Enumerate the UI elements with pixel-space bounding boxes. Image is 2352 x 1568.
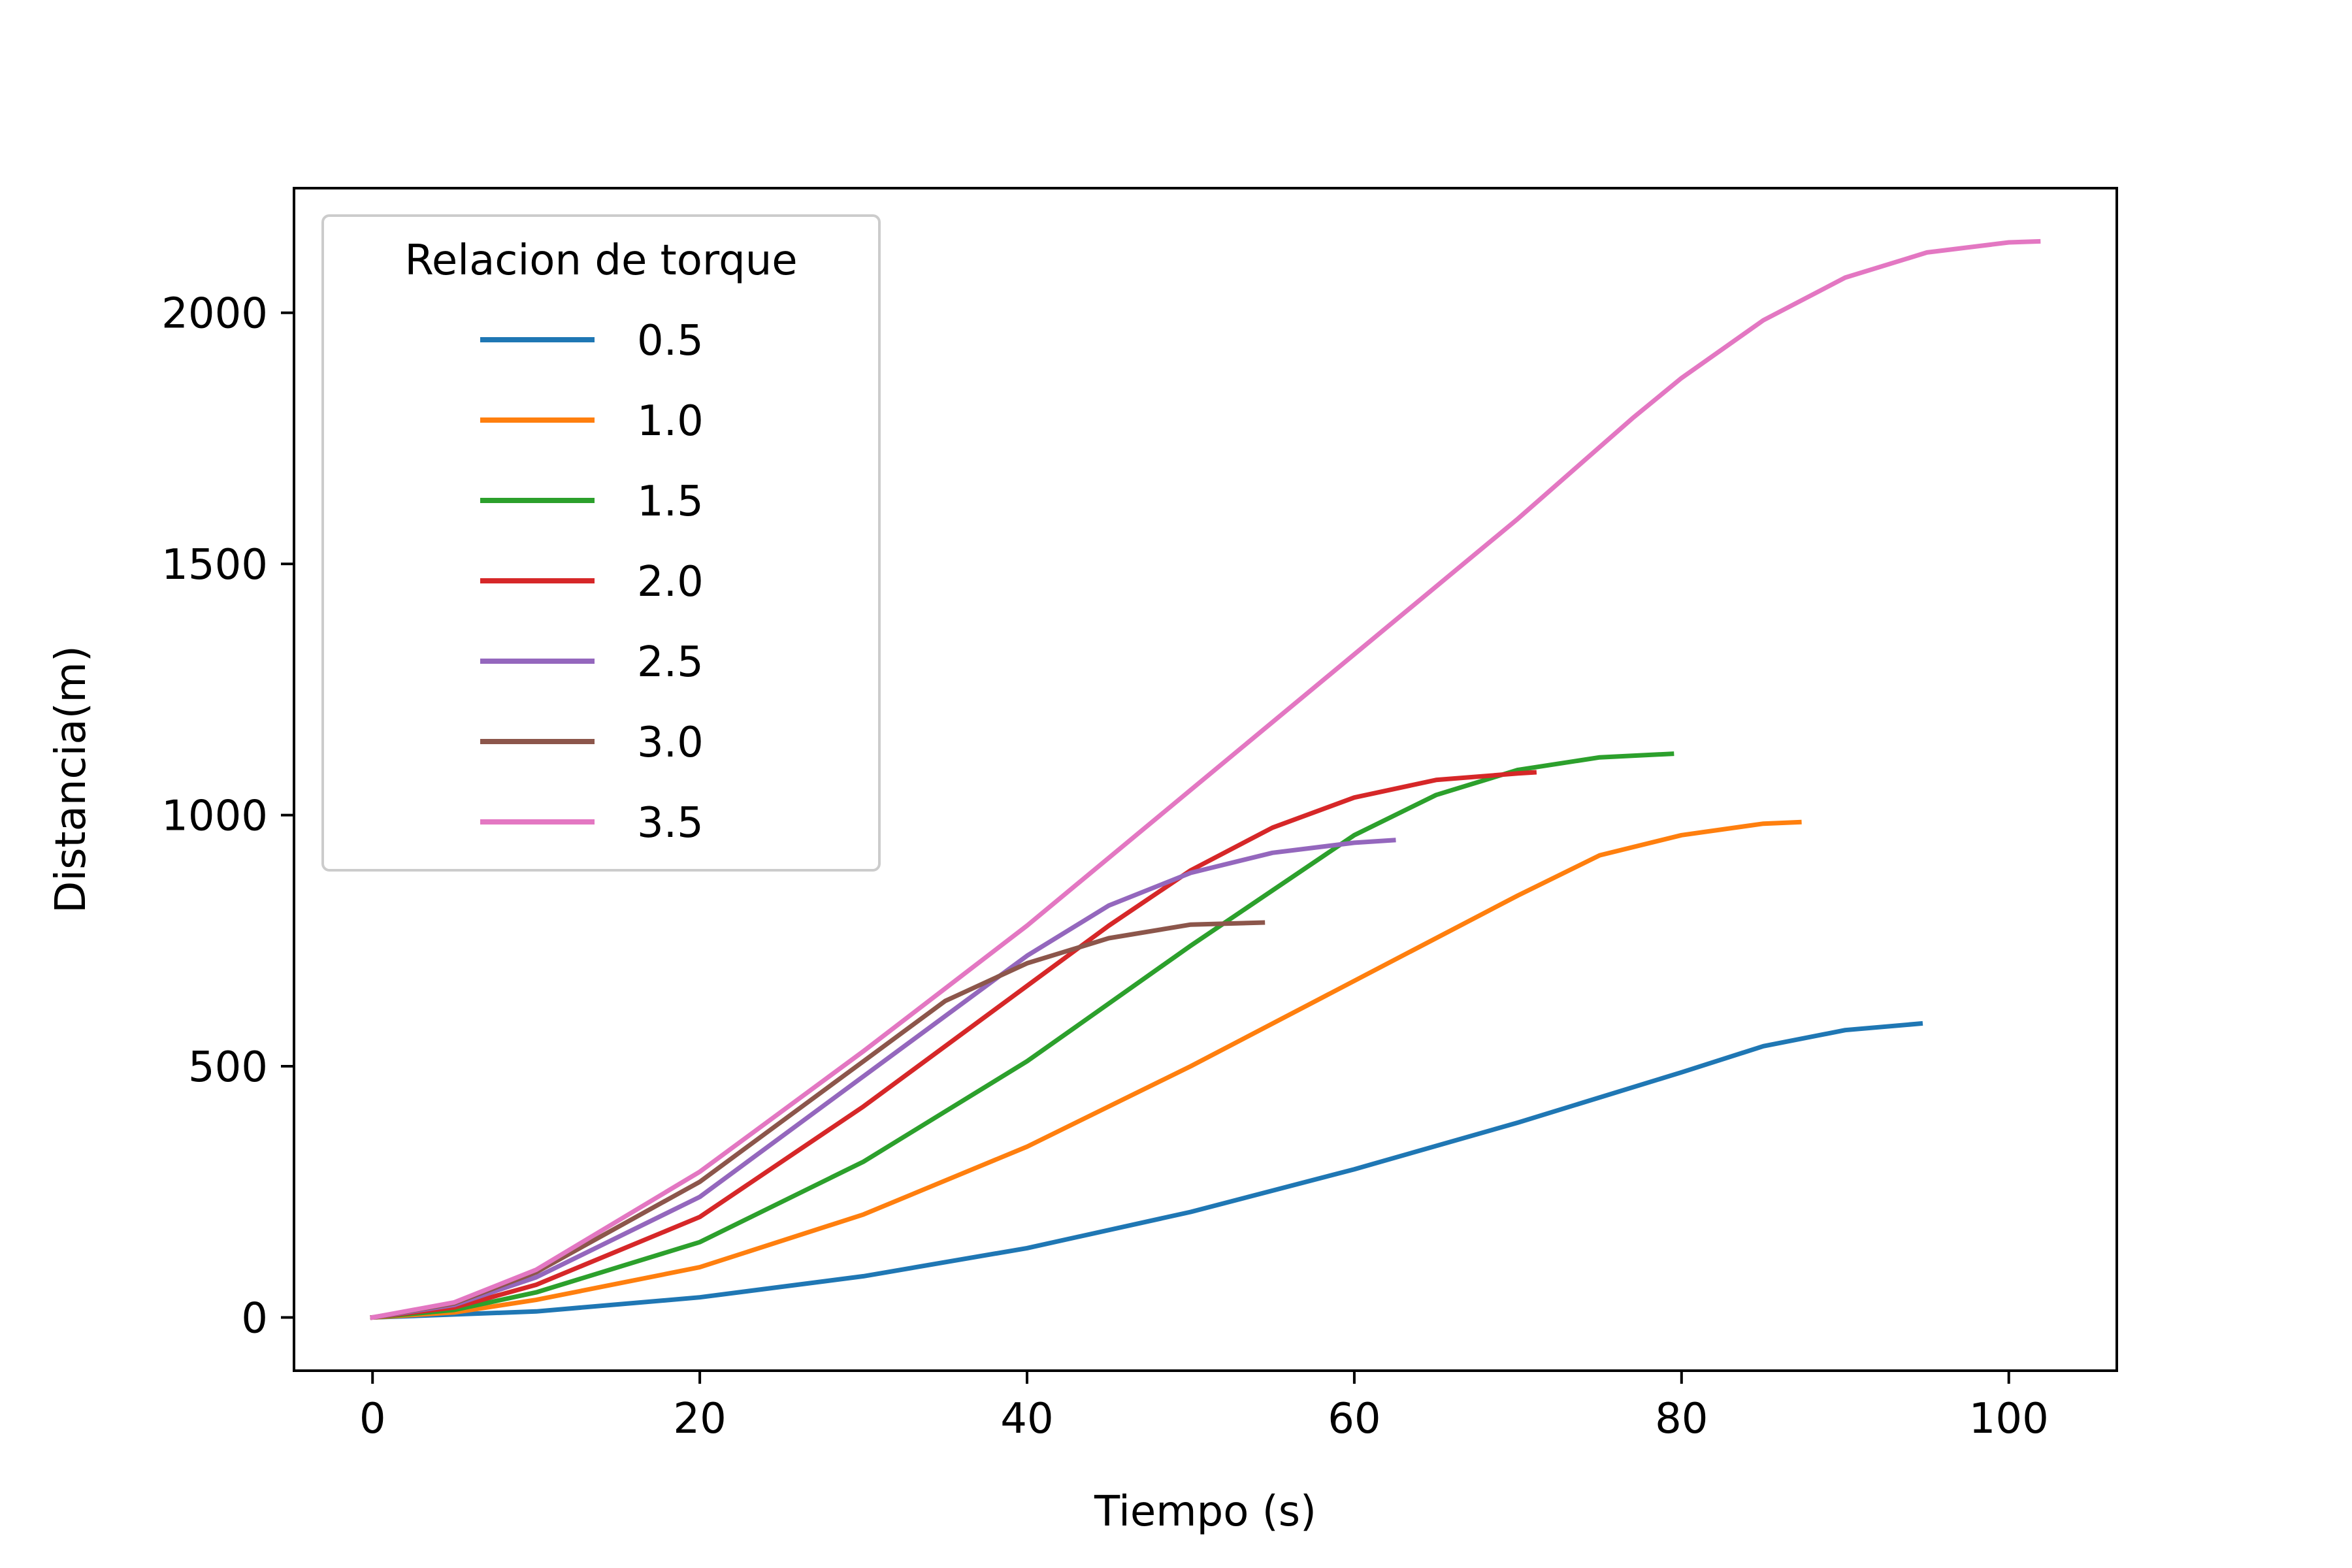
legend-label: 2.0 <box>637 558 704 606</box>
legend-box <box>321 214 881 872</box>
y-axis: 0 500 1000 1500 2000 <box>161 290 294 1343</box>
x-axis-label: Tiempo (s) <box>1094 1488 1316 1536</box>
y-axis-label: Distancia(m) <box>47 645 95 913</box>
y-tick-label: 0 <box>241 1294 268 1343</box>
series-line-0.5 <box>370 1021 1923 1320</box>
x-tick-label: 100 <box>1969 1395 2049 1443</box>
x-tick-label: 80 <box>1655 1395 1708 1443</box>
legend-item: 2.0 <box>480 558 704 606</box>
series-layer <box>370 238 2041 1320</box>
legend-label: 3.5 <box>637 799 704 847</box>
legend-item: 1.5 <box>480 478 704 526</box>
legend-item: 2.5 <box>480 638 704 687</box>
legend-entries: 0.5 1.0 1.5 2.0 2.5 3.0 3.5 <box>480 317 704 847</box>
legend-item: 3.0 <box>480 719 704 767</box>
legend-item: 3.5 <box>480 799 704 847</box>
x-tick-label: 20 <box>673 1395 726 1443</box>
legend-label: 1.5 <box>637 478 704 526</box>
x-tick-label: 40 <box>1000 1395 1053 1443</box>
legend-label: 0.5 <box>637 317 704 365</box>
legend-item: 0.5 <box>480 317 704 365</box>
legend: Relacion de torque 0.5 1.0 1.5 2.0 2.5 3.0 3.5 <box>321 214 881 872</box>
y-tick-label: 2000 <box>161 290 268 338</box>
legend-title: Relacion de torque <box>404 237 797 285</box>
plot-frame <box>293 187 2118 1372</box>
x-tick-label: 60 <box>1328 1395 1380 1443</box>
y-tick-label: 1000 <box>161 792 268 841</box>
legend-item: 1.0 <box>480 397 704 446</box>
legend-label: 1.0 <box>637 397 704 446</box>
series-line-1.0 <box>370 819 1802 1320</box>
series-line-2.0 <box>370 770 1537 1320</box>
y-tick-label: 500 <box>188 1043 268 1092</box>
series-line-1.5 <box>370 751 1674 1320</box>
series-line-3.5 <box>370 238 2041 1320</box>
x-axis: 0 20 40 60 80 100 <box>359 1371 2049 1443</box>
legend-label: 3.0 <box>637 719 704 767</box>
x-tick-label: 0 <box>359 1395 386 1443</box>
legend-label: 2.5 <box>637 638 704 687</box>
series-line-2.5 <box>370 838 1396 1320</box>
y-tick-label: 1500 <box>161 541 268 589</box>
